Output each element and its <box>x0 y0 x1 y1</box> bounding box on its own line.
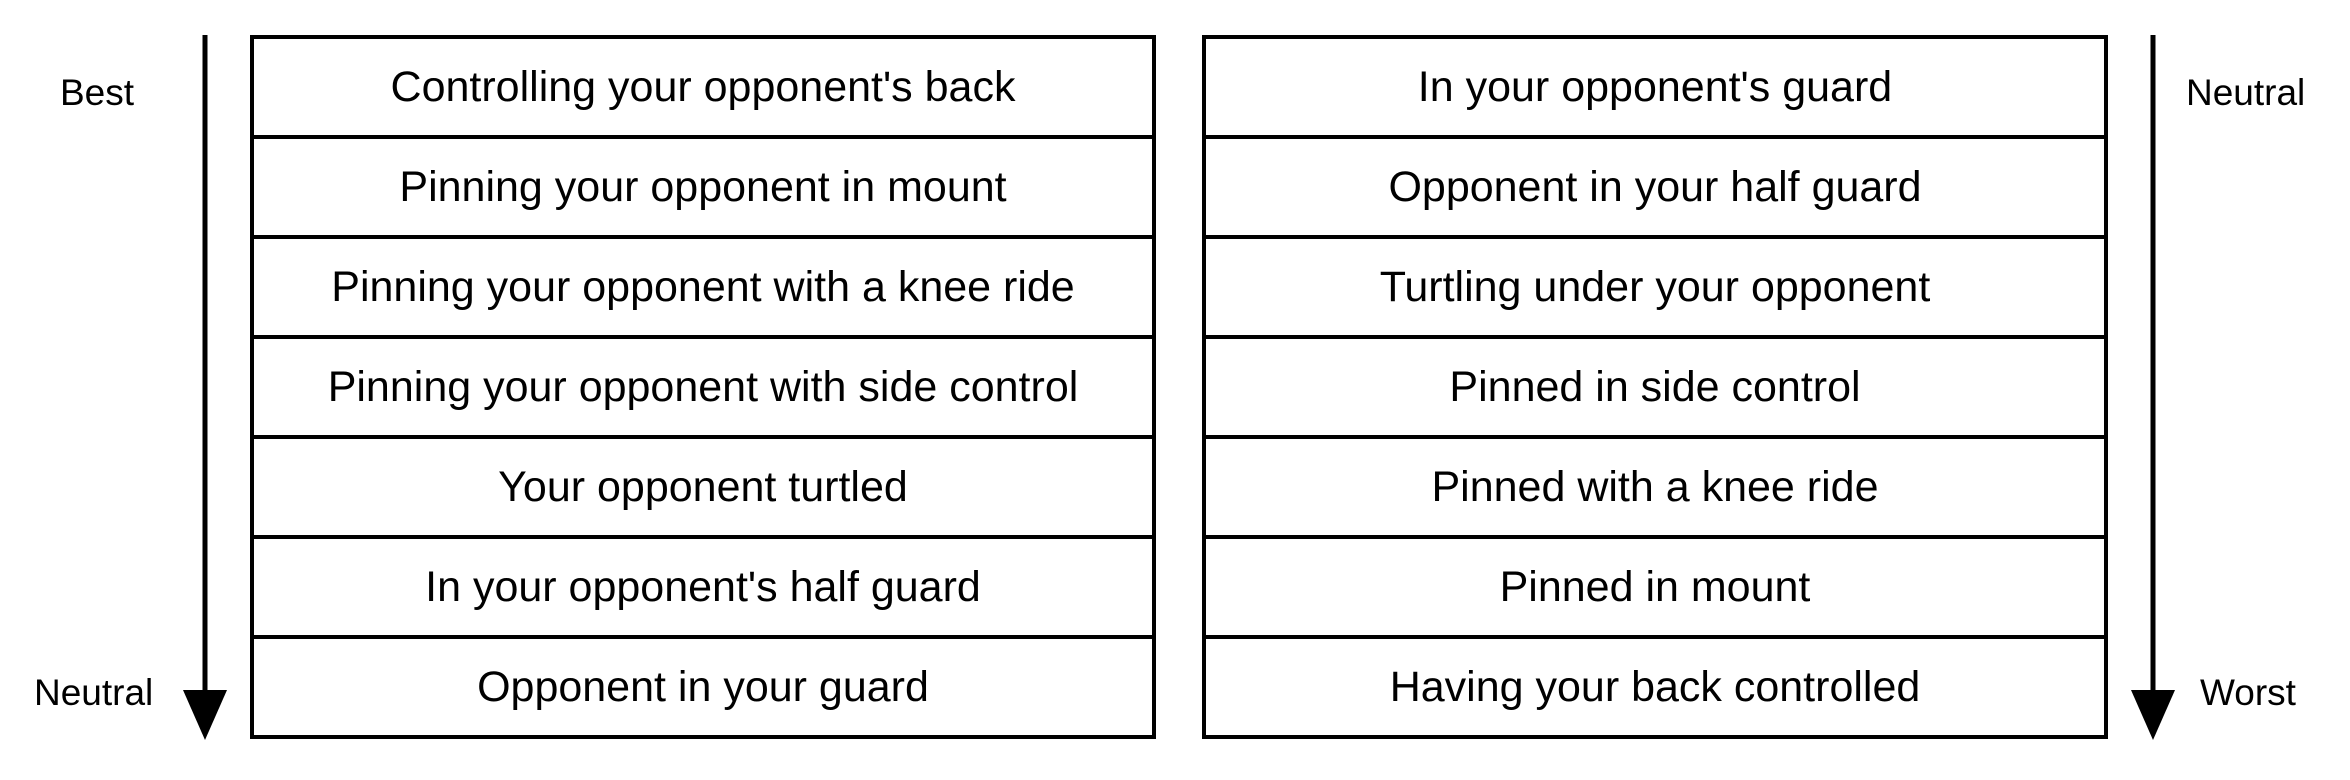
left-position-column: Controlling your opponent's back Pinning… <box>250 35 1156 739</box>
left-position-item: Pinning your opponent in mount <box>254 139 1152 239</box>
left-top-label: Best <box>60 72 135 113</box>
right-position-item: Pinned in side control <box>1206 339 2104 439</box>
left-ranking-arrow-icon <box>183 35 227 740</box>
right-top-label: Neutral <box>2186 72 2306 113</box>
right-position-item: Turtling under your opponent <box>1206 239 2104 339</box>
right-position-item: Pinned with a knee ride <box>1206 439 2104 539</box>
right-position-item: Pinned in mount <box>1206 539 2104 639</box>
right-bottom-label: Worst <box>2200 672 2296 713</box>
right-ranking-arrow-icon <box>2131 35 2175 740</box>
left-position-item: In your opponent's half guard <box>254 539 1152 639</box>
left-position-item: Pinning your opponent with a knee ride <box>254 239 1152 339</box>
right-position-column: In your opponent's guard Opponent in you… <box>1202 35 2108 739</box>
left-position-item: Opponent in your guard <box>477 662 929 711</box>
left-position-item: Your opponent turtled <box>254 439 1152 539</box>
left-position-item: Pinning your opponent with side control <box>254 339 1152 439</box>
left-bottom-label: Neutral <box>34 672 154 713</box>
right-position-item: Having your back controlled <box>1389 662 1921 711</box>
right-position-item: In your opponent's guard <box>1206 39 2104 139</box>
right-position-item: Opponent in your half guard <box>1206 139 2104 239</box>
left-position-item: Controlling your opponent's back <box>254 39 1152 139</box>
